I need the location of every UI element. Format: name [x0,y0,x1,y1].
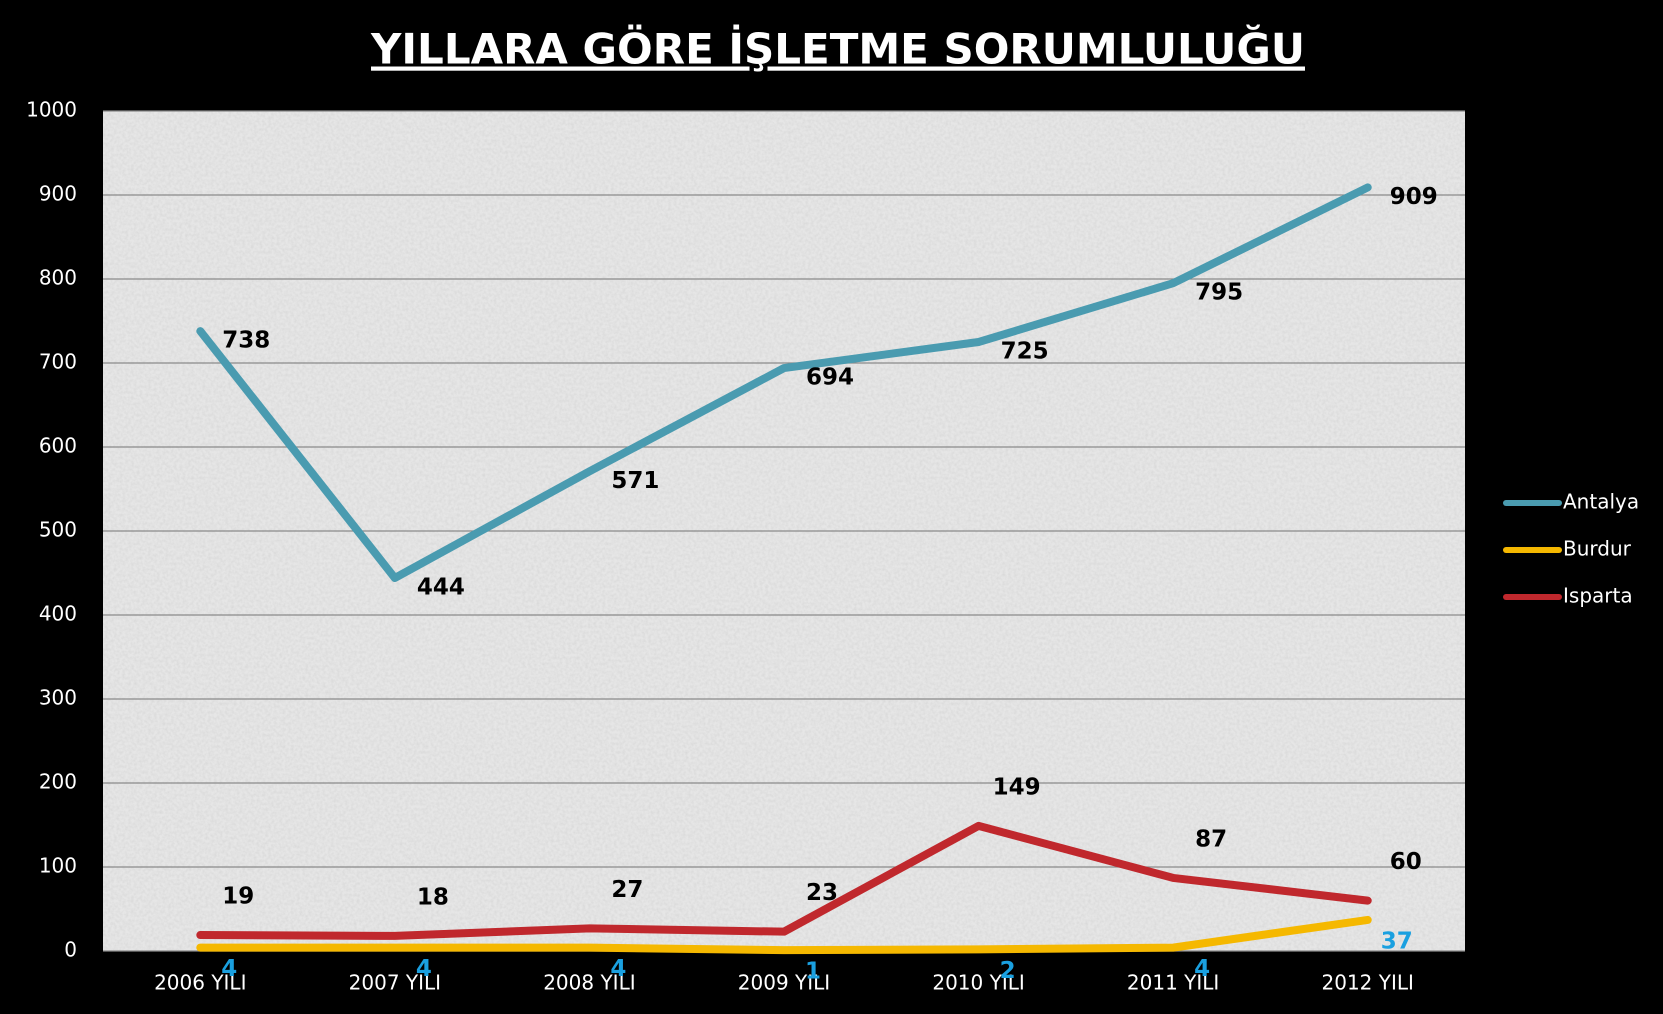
y-tick-label: 300 [39,686,77,710]
data-label: 725 [1001,339,1049,365]
series-line [196,183,1372,583]
x-tick-label: 2010 YILI [932,971,1024,995]
data-label: 694 [806,365,854,391]
data-label: 149 [993,774,1041,800]
data-label: 23 [806,880,838,906]
data-label: 795 [1195,280,1243,306]
y-tick-label: 1000 [26,98,77,122]
x-tick-label: 2012 YILI [1322,971,1414,995]
data-label: 37 [1381,928,1413,954]
y-tick-label: 200 [39,770,77,794]
x-tick-label: 2009 YILI [738,971,830,995]
data-label: 4 [1194,956,1210,982]
data-label: 4 [221,956,237,982]
y-tick-label: 400 [39,602,77,626]
x-tick-label: 2008 YILI [543,971,635,995]
data-label: 4 [416,956,432,982]
data-label: 909 [1390,184,1438,210]
data-label: 18 [417,884,449,910]
x-tick-label: 2007 YILI [349,971,441,995]
data-label: 60 [1390,849,1422,875]
chart-title: YILLARA GÖRE İŞLETME SORUMLULUĞU [370,24,1305,74]
x-tick-label: 2006 YILI [154,971,246,995]
data-label: 27 [611,877,643,903]
y-tick-label: 100 [39,854,77,878]
x-tick-label: 2011 YILI [1127,971,1219,995]
series-line [196,821,1372,940]
data-label: 1 [805,959,821,985]
data-label: 4 [610,956,626,982]
legend-label: Burdur [1563,537,1632,561]
y-tick-label: 500 [39,518,77,542]
data-label: 738 [222,328,270,354]
data-label: 19 [222,884,254,910]
y-tick-label: 700 [39,350,77,374]
data-label: 444 [417,575,465,601]
legend-label: Antalya [1563,490,1639,514]
data-label: 571 [611,468,659,494]
data-label: 2 [1000,958,1016,984]
y-tick-label: 0 [64,938,77,962]
y-tick-label: 900 [39,182,77,206]
y-tick-label: 600 [39,434,77,458]
y-tick-label: 800 [39,266,77,290]
legend-label: Isparta [1563,584,1633,608]
data-label: 87 [1195,826,1227,852]
series-line [196,915,1372,955]
